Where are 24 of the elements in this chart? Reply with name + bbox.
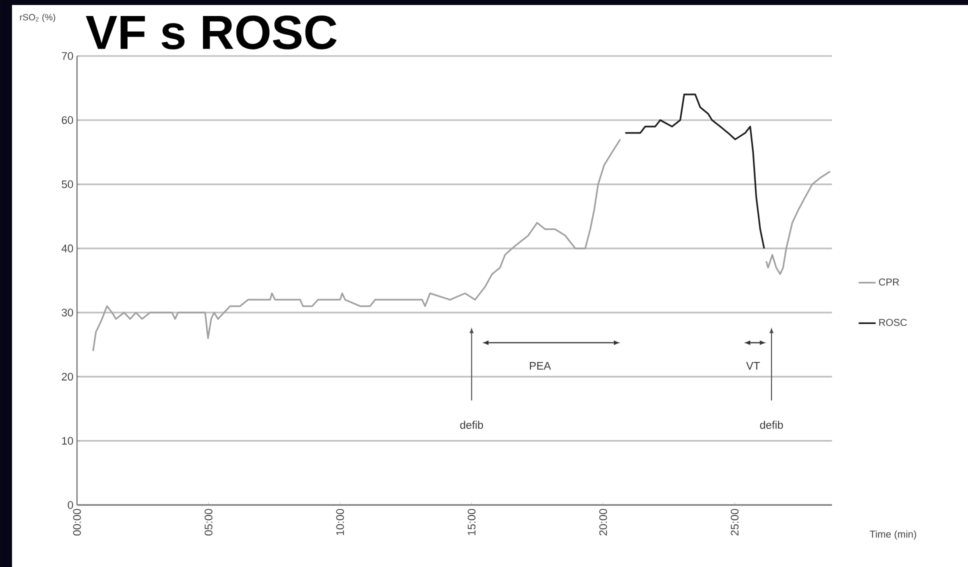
line-series [624, 94, 765, 250]
y-tick-label: 50 [62, 180, 74, 188]
y-axis-title: rSO$_{2}$ (%) [20, 14, 56, 22]
chart-title: VF s ROSC [86, 16, 337, 50]
annotation: defib [760, 420, 783, 429]
x-axis-title: Time (min) [870, 530, 916, 540]
x-tick-label: 25:00 [730, 508, 739, 536]
y-tick-label: 10 [62, 436, 74, 445]
x-tick-label: 10:00 [336, 508, 344, 536]
x-tick-label: 05:00 [204, 508, 212, 536]
y-tick-label: 0 [68, 501, 74, 509]
y-tick-label: 30 [62, 308, 74, 316]
y-tick-label: 60 [62, 116, 74, 124]
annotation: defib [460, 420, 484, 429]
x-tick-label: 00:00 [73, 508, 81, 536]
x-tick-label: 15:00 [468, 508, 476, 536]
x-tick-label: 20:00 [599, 508, 608, 536]
y-tick-label: 40 [62, 244, 74, 252]
annotation: PEA [530, 362, 551, 370]
legend-label: CPR [878, 278, 900, 286]
annotation: VT [746, 362, 760, 370]
legend-label: ROSC [879, 318, 907, 326]
y-tick-label: 20 [62, 372, 74, 381]
y-tick-label: 70 [62, 52, 74, 60]
